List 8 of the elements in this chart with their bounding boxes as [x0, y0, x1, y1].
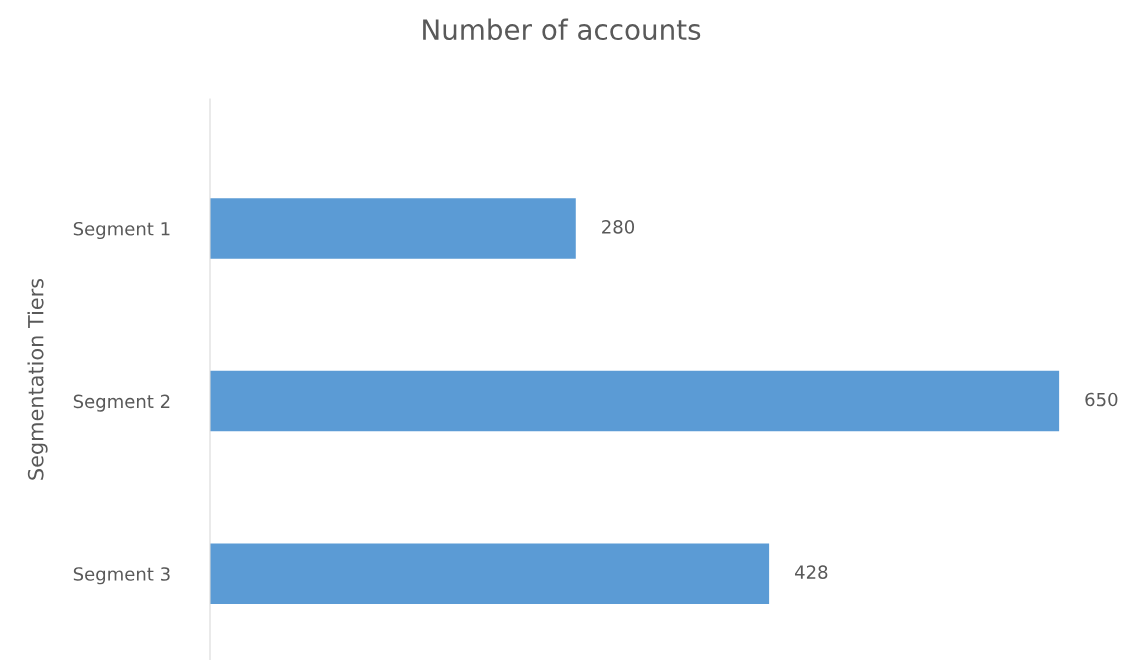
y-tick-label: Segment 3 [73, 567, 170, 585]
chart-title: Number of accounts [423, 18, 701, 41]
data-label: 428 [795, 565, 828, 579]
y-tick-label: Segment 1 [73, 221, 170, 240]
y-tick-label: Segment 2 [73, 394, 170, 412]
y-axis-title: Segmentation Tiers [27, 278, 48, 480]
data-label: 280 [602, 220, 635, 234]
data-label: 650 [1085, 392, 1118, 407]
